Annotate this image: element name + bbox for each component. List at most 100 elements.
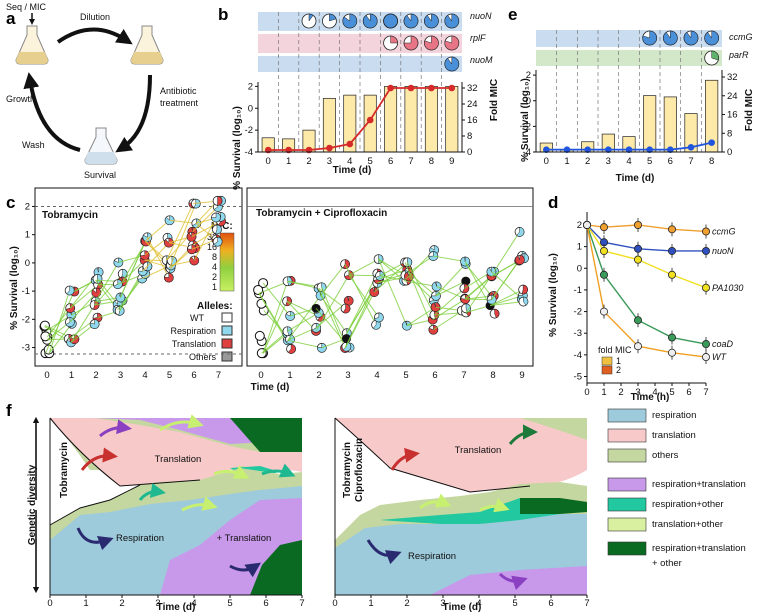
lineage-link [406,262,435,316]
genotype-pie-fill [642,30,657,46]
c-right-x-tick: 7 [461,370,466,381]
dilution-label: Dilution [80,12,110,22]
lineage-link [344,263,377,326]
survival-bar [445,86,459,153]
allele-pie-fill [407,257,413,267]
c-left-x-tick: 7 [216,370,221,381]
lineage-link [435,280,467,297]
lineage-link [489,289,524,307]
lineage-link [191,220,222,238]
f-legend-swatch [607,477,647,492]
d-x-tick-label: 4 [652,387,657,398]
genotype-pie-fill [403,35,419,51]
lineage-link [69,292,97,323]
genotype-pie-fill [444,56,460,72]
genotype-pie-fill [424,35,439,51]
b-xlabel: Time (d) [333,165,372,176]
gene-label-nuoN: nuoN [470,11,492,21]
lineage-link [287,312,319,332]
panel-label-e: e [508,5,517,24]
x-tick-label: 8 [709,156,714,167]
d-point-PA1030 [600,246,609,255]
y2-tick-label: 0 [467,147,472,158]
lineage-link [404,280,437,287]
allele-wt-label: WT [190,313,204,323]
x-tick-label: 8 [429,156,434,167]
survival-bar [424,86,438,153]
mic-line [268,87,452,151]
c-left-x-tick: 1 [69,370,74,381]
lineage-link [290,307,317,317]
x-tick-label: 6 [388,156,393,167]
f-legend-label: + other [652,558,682,569]
x-tick-label: 2 [306,156,311,167]
lineage-link [45,291,75,354]
mic-point [687,144,695,151]
survival-bar [404,86,418,153]
lineage-link [262,301,288,354]
gene-label-ccmG: ccmG [729,32,753,42]
lineage-link [344,291,375,349]
d-ylabel: % Survival (log₁₀) [548,253,559,337]
wash-arrow [23,72,81,152]
allele-pie-fill [164,272,174,283]
f-x-tick-label: 2 [119,598,124,609]
f-legend-swatch [607,408,647,423]
mic-colorbar [219,232,235,292]
d-legend-swatch-1 [601,356,613,366]
f-x-tick-label: 3 [440,598,445,609]
flask-top-left [15,25,49,65]
d-point-ccmG [634,220,643,229]
d-y-tick-label: -4 [574,350,582,361]
allele-others-swatch [221,351,233,362]
f-x-tick-label: 6 [548,598,553,609]
panel-label-c: c [6,193,15,212]
x-tick-label: 5 [647,156,652,167]
c-right-x-tick: 9 [519,370,524,381]
flask-bottom [84,127,118,165]
wt-marker [40,331,51,342]
f-left-resp-trans-other-top [230,418,302,452]
d-x-tick-label: 1 [601,387,606,398]
d-y-tick-label: -3 [574,328,582,339]
x-tick-label: 0 [266,156,271,167]
antibiotic-label-2: treatment [160,98,199,108]
panel-label-a: a [6,9,16,28]
d-point-nuoN [668,246,677,255]
allele-pie-fill [213,236,223,247]
panel-f-diagram: f Genetic diversity Translation Respirat… [6,401,746,613]
f-left-respiration-label: Respiration [116,533,164,544]
d-point-WT [668,348,677,357]
y-tick-label: -2 [245,125,253,136]
c-y-tick-label: -2 [22,314,30,325]
f-legend-label: others [652,450,679,461]
mic-point [646,146,653,153]
f-x-tick-label: 4 [476,598,481,609]
lineage-link [491,271,523,300]
f-x-tick-label: 7 [584,598,589,609]
mic-tick-label: 1 [212,282,217,292]
lineage-link [318,287,346,309]
lineage-link [119,237,148,298]
lineage-link [262,282,291,317]
y-tick-label: -2 [523,121,531,132]
allele-pie-fill [287,344,296,354]
genotype-pie-fill [308,13,314,22]
c-right-x-tick: 0 [258,370,263,381]
allele-pie-fill [113,257,124,268]
y-tick-label: -4 [523,147,531,158]
x-tick-label: 2 [585,156,590,167]
f-right-translation-label: Translation [455,445,502,456]
y2-tick-label: 32 [727,72,738,83]
genotype-pie-fill [444,13,460,29]
genotype-pie-fill [444,35,460,51]
genotype-pie-fill [329,13,337,22]
lineage-link [94,273,124,306]
gene-label-parR: parR [728,50,749,60]
d-legend-title: fold MIC [598,345,632,355]
f-legend-swatch [607,541,647,556]
lineage-link [493,231,520,272]
y-tick-label: -4 [245,147,253,158]
f-x-tick-label: 5 [512,598,517,609]
